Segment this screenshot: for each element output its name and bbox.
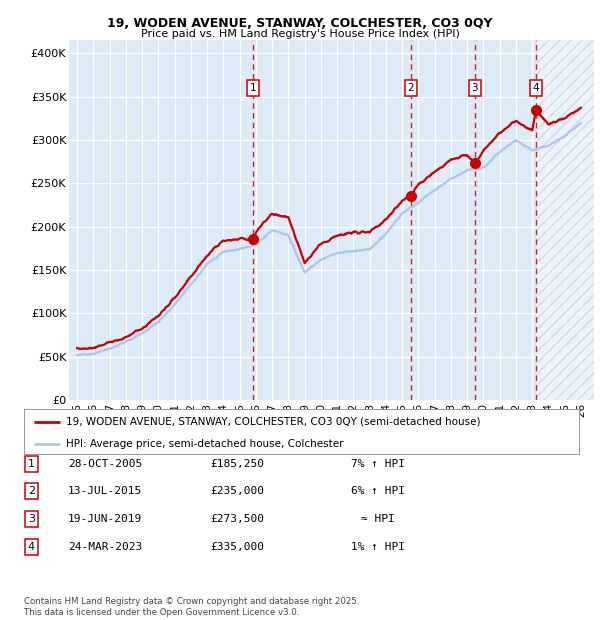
Text: £273,500: £273,500: [210, 514, 264, 524]
Text: 4: 4: [533, 83, 539, 93]
Text: 24-MAR-2023: 24-MAR-2023: [68, 542, 142, 552]
Text: 3: 3: [472, 83, 478, 93]
Text: 28-OCT-2005: 28-OCT-2005: [68, 459, 142, 469]
Text: 2: 2: [28, 486, 35, 496]
Text: 13-JUL-2015: 13-JUL-2015: [68, 486, 142, 496]
Text: This data is licensed under the Open Government Licence v3.0.: This data is licensed under the Open Gov…: [24, 608, 299, 617]
Bar: [536, 40, 594, 400]
Text: 3: 3: [28, 514, 35, 524]
Text: 4: 4: [28, 542, 35, 552]
Text: 19, WODEN AVENUE, STANWAY, COLCHESTER, CO3 0QY (semi-detached house): 19, WODEN AVENUE, STANWAY, COLCHESTER, C…: [65, 417, 480, 427]
Text: 6% ↑ HPI: 6% ↑ HPI: [351, 486, 405, 496]
Text: 19, WODEN AVENUE, STANWAY, COLCHESTER, CO3 0QY: 19, WODEN AVENUE, STANWAY, COLCHESTER, C…: [107, 17, 493, 30]
Text: 7% ↑ HPI: 7% ↑ HPI: [351, 459, 405, 469]
Text: 1% ↑ HPI: 1% ↑ HPI: [351, 542, 405, 552]
Text: Price paid vs. HM Land Registry's House Price Index (HPI): Price paid vs. HM Land Registry's House …: [140, 29, 460, 39]
Text: 1: 1: [250, 83, 256, 93]
Text: £235,000: £235,000: [210, 486, 264, 496]
Text: 1: 1: [28, 459, 35, 469]
Text: £185,250: £185,250: [210, 459, 264, 469]
Text: HPI: Average price, semi-detached house, Colchester: HPI: Average price, semi-detached house,…: [65, 439, 343, 449]
Text: Contains HM Land Registry data © Crown copyright and database right 2025.: Contains HM Land Registry data © Crown c…: [24, 597, 359, 606]
Text: £335,000: £335,000: [210, 542, 264, 552]
Text: ≈ HPI: ≈ HPI: [361, 514, 395, 524]
Text: 19-JUN-2019: 19-JUN-2019: [68, 514, 142, 524]
Text: 2: 2: [407, 83, 414, 93]
Bar: [536, 40, 594, 400]
